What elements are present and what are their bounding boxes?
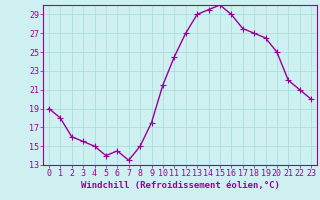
X-axis label: Windchill (Refroidissement éolien,°C): Windchill (Refroidissement éolien,°C): [81, 181, 279, 190]
